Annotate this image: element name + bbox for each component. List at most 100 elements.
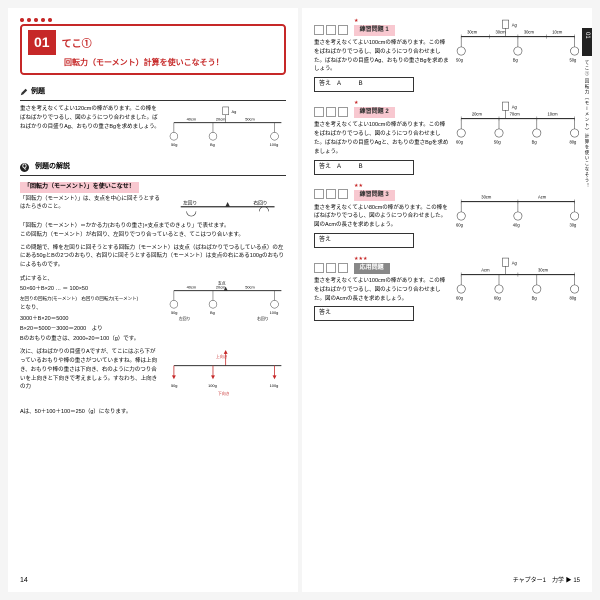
svg-text:Bg: Bg (513, 57, 519, 62)
svg-text:70cm: 70cm (510, 112, 521, 117)
problem-row: ★ 練習問題 2 重さを考えなくてよい100cmの棒があります。この棒をばねばか… (314, 100, 580, 174)
key-point-label: 「回転力（モーメント）」を使いこなせ！ (20, 182, 139, 193)
svg-text:40cm: 40cm (186, 117, 196, 122)
left-page: 01 てこ① 回転力（モーメント）計算を使いこなそう！ 例題 重さを考えなくてよ… (8, 8, 298, 592)
svg-text:20cm: 20cm (472, 112, 483, 117)
problem-diagram: Ag30cm30cm30cm10cm50gBg50g (456, 18, 580, 92)
chapter-number: 01 (28, 30, 56, 55)
chapter-subtitle: 回転力（モーメント）計算を使いこなそう！ (64, 57, 278, 69)
svg-text:30cm: 30cm (496, 29, 507, 34)
svg-text:20cm: 20cm (216, 117, 226, 122)
svg-text:50g: 50g (570, 57, 578, 62)
side-label: てこ① 回転力（モーメント）計算を使いこなそう！ (583, 60, 590, 189)
q-icon: Q (20, 163, 29, 172)
explain-label-text: 例題の解説 (35, 162, 70, 173)
explain-diagram-2: 支点 50g Bg 100g 40cm20cm50cm 左回り右回り (169, 273, 286, 326)
problem-badge: 練習問題 1 (354, 25, 395, 36)
svg-text:Bg: Bg (210, 142, 215, 147)
explain-p1b: 「回転力（モーメント）＝かかる力(おもりの重さ)×支点までのきょり」で表せます。 (20, 222, 286, 231)
svg-text:上向き: 上向き (216, 354, 228, 359)
problem-diagram: Ag Acm 30cm 60g 60g Bg 80g (456, 256, 580, 321)
svg-text:30g: 30g (570, 222, 578, 227)
check-boxes[interactable] (314, 25, 348, 35)
svg-text:Ag: Ag (512, 260, 518, 265)
svg-text:50cm: 50cm (245, 117, 255, 122)
problem-badge: 練習問題 2 (354, 107, 395, 118)
svg-text:下向き: 下向き (218, 391, 230, 396)
example-section-label: 例題 (20, 87, 45, 98)
explain-p2: この問題で、棒を左回りに回そうとする回転力（モーメント）は支点（ばねばかりでつる… (20, 244, 286, 270)
svg-text:100g: 100g (269, 142, 278, 147)
check-boxes[interactable] (314, 107, 348, 117)
svg-text:80g: 80g (570, 295, 578, 300)
formula-1: 50×60＋B×20 … ＝ 100×50 (20, 285, 161, 293)
svg-text:右回り: 右回り (253, 199, 267, 206)
check-boxes[interactable] (314, 263, 348, 273)
moment-diagram: 左回り 右回り (169, 195, 286, 222)
pencil-icon (20, 88, 28, 96)
svg-text:100g: 100g (269, 310, 278, 315)
page-footer-right: チャプター1 力学 ▶ 15 (513, 577, 580, 586)
svg-text:50g: 50g (494, 140, 502, 145)
svg-text:Bg: Bg (532, 295, 538, 300)
svg-text:40g: 40g (513, 222, 521, 227)
svg-text:Acm: Acm (538, 194, 547, 199)
svg-text:80g: 80g (570, 140, 578, 145)
formula-6: Bのおもりの重さは、2000÷20＝100（g）です。 (20, 335, 161, 343)
answer-field[interactable]: 答え (314, 233, 414, 248)
right-page: 01 てこ① 回転力（モーメント）計算を使いこなそう！ ★ 練習問題 1 重さを… (302, 8, 592, 592)
svg-text:30cm: 30cm (481, 194, 492, 199)
explain-p3: 次に、ばねばかりの目盛りAですが、てこにはぶら下がっているおもりや棒の重さがつい… (20, 348, 161, 392)
side-tab-number: 01 (582, 32, 591, 39)
svg-text:右回り: 右回り (257, 316, 269, 321)
svg-text:Ag: Ag (231, 109, 236, 114)
svg-text:60g: 60g (456, 140, 464, 145)
explain-diagram-3: 上向き 50g 100g 100g 下向き (169, 348, 286, 406)
svg-text:50g: 50g (171, 310, 178, 315)
svg-text:60g: 60g (456, 295, 464, 300)
svg-text:100g: 100g (208, 383, 217, 388)
answer-field[interactable]: 答え (314, 306, 414, 321)
svg-text:30cm: 30cm (538, 267, 549, 272)
svg-text:Acm: Acm (481, 267, 490, 272)
svg-text:10cm: 10cm (548, 112, 559, 117)
explain-section-label: Q 例題の解説 (20, 162, 70, 173)
svg-text:左回り: 左回り (183, 199, 197, 206)
svg-text:50cm: 50cm (245, 285, 255, 290)
svg-text:20cm: 20cm (216, 285, 226, 290)
formula-4: 3000＋B×20＝5000 (20, 315, 161, 323)
svg-text:10cm: 10cm (552, 29, 563, 34)
svg-text:60g: 60g (456, 222, 464, 227)
formula-3: となり、 (20, 304, 161, 312)
svg-text:50g: 50g (171, 383, 178, 388)
svg-text:60g: 60g (494, 295, 502, 300)
spread: 01 てこ① 回転力（モーメント）計算を使いこなそう！ 例題 重さを考えなくてよ… (0, 0, 600, 600)
problem-text: 重さを考えなくてよい100cmの棒があります。この棒をばねばかりでつるし、図のよ… (314, 39, 450, 74)
svg-text:Ag: Ag (512, 22, 518, 27)
svg-text:左回り: 左回り (179, 316, 191, 321)
formula-intro: 式にすると、 (20, 275, 161, 283)
problem-badge: 練習問題 3 (354, 190, 395, 201)
check-boxes[interactable] (314, 189, 348, 199)
example-text: 重さを考えなくてよい120cmの棒があります。この棒をばねばかりでつるし、図のよ… (20, 105, 161, 131)
formula-5: B×20＝5000－3000＝2000 より (20, 325, 161, 333)
problem-row: ★ 練習問題 1 重さを考えなくてよい100cmの棒があります。この棒をばねばか… (314, 18, 580, 92)
chapter-header: 01 てこ① 回転力（モーメント）計算を使いこなそう！ (20, 24, 286, 75)
svg-text:30cm: 30cm (467, 29, 478, 34)
svg-text:30cm: 30cm (524, 29, 535, 34)
svg-text:Ag: Ag (512, 105, 518, 110)
explain-p1c: この回転力（モーメント）が右回り、左回りでつり合っているとき、てこはつり合います… (20, 231, 286, 240)
chapter-title: てこ① (62, 37, 92, 52)
problem-row: ★★★ 応用問題 重さを考えなくてよい100cmの棒があります。この棒をばねばか… (314, 256, 580, 321)
problem-badge: 応用問題 (354, 263, 390, 274)
formula-7: Aは、50＋100＋100＝250（g）になります。 (20, 408, 286, 416)
answer-field[interactable]: 答え A B (314, 160, 414, 175)
spiral-binding (20, 18, 286, 22)
answer-field[interactable]: 答え A B (314, 77, 414, 92)
page-number-left: 14 (20, 576, 28, 587)
svg-text:Bg: Bg (210, 310, 215, 315)
problem-row: ★★ 練習問題 3 重さを考えなくてよい80cmの棒があります。この棒をばねばか… (314, 183, 580, 248)
svg-text:100g: 100g (269, 383, 278, 388)
problem-text: 重さを考えなくてよい80cmの棒があります。この棒をばねばかりでつるし、図のよう… (314, 204, 450, 230)
example-diagram: Ag 50g Bg 100g 40cm 20cm 50cm (169, 105, 286, 158)
